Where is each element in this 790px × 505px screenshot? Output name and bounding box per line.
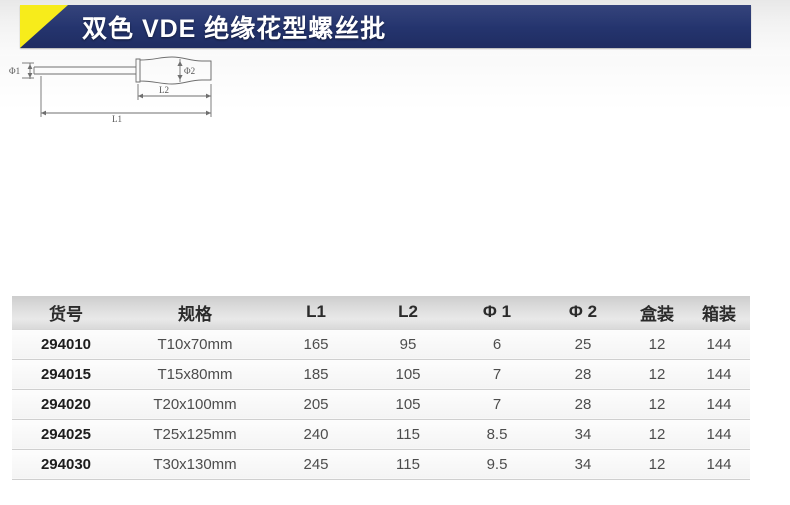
table-header-row: 货号 规格 L1 L2 Φ 1 Φ 2 盒装 箱装 — [12, 296, 750, 329]
cell-l1: 205 — [270, 389, 362, 420]
cell-phi1: 7 — [454, 389, 540, 420]
cell-code: 294010 — [12, 328, 120, 360]
cell-l2: 95 — [362, 328, 454, 360]
column-header-box: 盒装 — [626, 296, 688, 329]
cell-code: 294020 — [12, 389, 120, 420]
table-body: 294010 T10x70mm 165 95 6 25 12 144 29401… — [12, 328, 750, 480]
table-row: 294010 T10x70mm 165 95 6 25 12 144 — [12, 328, 750, 360]
table-header: 货号 规格 L1 L2 Φ 1 Φ 2 盒装 箱装 — [12, 296, 750, 329]
cell-phi2: 28 — [540, 359, 626, 390]
cell-phi1: 8.5 — [454, 419, 540, 450]
cell-code: 294025 — [12, 419, 120, 450]
cell-phi2: 34 — [540, 449, 626, 480]
cell-spec: T20x100mm — [120, 389, 270, 420]
cell-code: 294030 — [12, 449, 120, 480]
cell-l2: 115 — [362, 449, 454, 480]
dim-label-l2: L2 — [159, 85, 169, 95]
table-row: 294030 T30x130mm 245 115 9.5 34 12 144 — [12, 449, 750, 480]
cell-box: 12 — [626, 328, 688, 360]
page-title: 双色 VDE 绝缘花型螺丝批 — [82, 14, 387, 43]
cell-spec: T15x80mm — [120, 359, 270, 390]
cell-phi2: 34 — [540, 419, 626, 450]
column-header-spec: 规格 — [120, 296, 270, 329]
cell-l1: 245 — [270, 449, 362, 480]
table-row: 294020 T20x100mm 205 105 7 28 12 144 — [12, 389, 750, 420]
page-header: 双色 VDE 绝缘花型螺丝批 — [0, 0, 790, 56]
cell-carton: 144 — [688, 389, 750, 420]
cell-phi1: 6 — [454, 328, 540, 360]
column-header-phi1: Φ 1 — [454, 296, 540, 329]
column-header-phi2: Φ 2 — [540, 296, 626, 329]
banner-yellow-triangle-decoration — [20, 5, 68, 48]
cell-code: 294015 — [12, 359, 120, 390]
cell-l1: 240 — [270, 419, 362, 450]
banner-sheen — [20, 5, 751, 27]
column-header-code: 货号 — [12, 296, 120, 329]
column-header-carton: 箱装 — [688, 296, 750, 329]
cell-carton: 144 — [688, 449, 750, 480]
cell-l2: 115 — [362, 419, 454, 450]
cell-l2: 105 — [362, 359, 454, 390]
cell-phi1: 9.5 — [454, 449, 540, 480]
cell-box: 12 — [626, 449, 688, 480]
dim-label-phi2: Φ2 — [184, 66, 195, 76]
cell-box: 12 — [626, 419, 688, 450]
column-header-l1: L1 — [270, 296, 362, 329]
product-photo: T10x70 长城精工 294010 — [0, 140, 790, 394]
technical-drawing-svg: Φ1 Φ2 L1 L2 — [9, 56, 212, 124]
dim-label-phi1: Φ1 — [9, 66, 20, 76]
cell-phi2: 25 — [540, 328, 626, 360]
cell-carton: 144 — [688, 328, 750, 360]
dim-label-l1: L1 — [112, 114, 122, 124]
column-header-l2: L2 — [362, 296, 454, 329]
cell-carton: 144 — [688, 359, 750, 390]
cell-l1: 185 — [270, 359, 362, 390]
technical-drawing: Φ1 Φ2 L1 L2 — [4, 56, 254, 134]
cell-spec: T30x130mm — [120, 449, 270, 480]
cell-phi2: 28 — [540, 389, 626, 420]
specification-table: 货号 规格 L1 L2 Φ 1 Φ 2 盒装 箱装 294010 T10x70m… — [12, 296, 750, 480]
cell-spec: T25x125mm — [120, 419, 270, 450]
header-banner — [20, 5, 751, 48]
cell-phi1: 7 — [454, 359, 540, 390]
cell-spec: T10x70mm — [120, 328, 270, 360]
cell-box: 12 — [626, 359, 688, 390]
table-row: 294025 T25x125mm 240 115 8.5 34 12 144 — [12, 419, 750, 450]
cell-l1: 165 — [270, 328, 362, 360]
cell-l2: 105 — [362, 389, 454, 420]
table-row: 294015 T15x80mm 185 105 7 28 12 144 — [12, 359, 750, 390]
cell-carton: 144 — [688, 419, 750, 450]
cell-box: 12 — [626, 389, 688, 420]
